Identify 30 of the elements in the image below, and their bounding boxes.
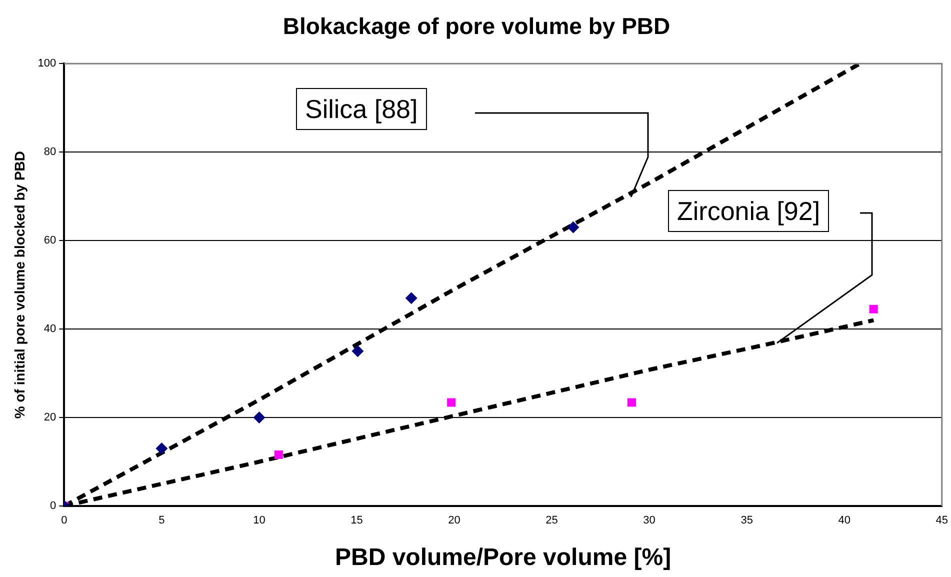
point	[405, 292, 418, 304]
y-tick-label: 40	[44, 323, 56, 336]
annotation: Zirconia [92]	[668, 190, 830, 232]
x-tick-label: 20	[448, 514, 460, 527]
point	[447, 398, 456, 407]
point	[274, 450, 283, 459]
annotation: Silica [88]	[296, 88, 427, 130]
x-tick-label: 5	[158, 514, 165, 527]
y-axis-title: % of initial pore volume blocked by PBD	[11, 150, 28, 419]
point	[869, 304, 878, 314]
x-tick-label: 35	[740, 514, 753, 527]
x-tick-label: 30	[643, 514, 656, 527]
y-tick-label: 80	[44, 146, 56, 158]
y-tick-label: 20	[44, 412, 56, 424]
y-tick-label: 100	[38, 58, 56, 70]
x-tick-label: 15	[350, 514, 363, 527]
point	[628, 398, 636, 407]
chart-title: Blokackage of pore volume by PBD	[282, 13, 670, 40]
x-axis-title: PBD volume/Pore volume [%]	[334, 544, 672, 572]
point	[253, 412, 266, 424]
x-tick-label: 10	[253, 514, 266, 527]
x-tick-label: 45	[936, 514, 948, 527]
x-tick-label: 0	[61, 514, 68, 527]
point	[352, 345, 364, 358]
point	[567, 221, 580, 234]
point	[156, 442, 168, 454]
x-tick-label: 40	[838, 514, 850, 527]
y-tick-label: 0	[50, 500, 56, 512]
x-tick-label: 25	[546, 514, 558, 527]
y-tick-label: 60	[44, 234, 56, 247]
